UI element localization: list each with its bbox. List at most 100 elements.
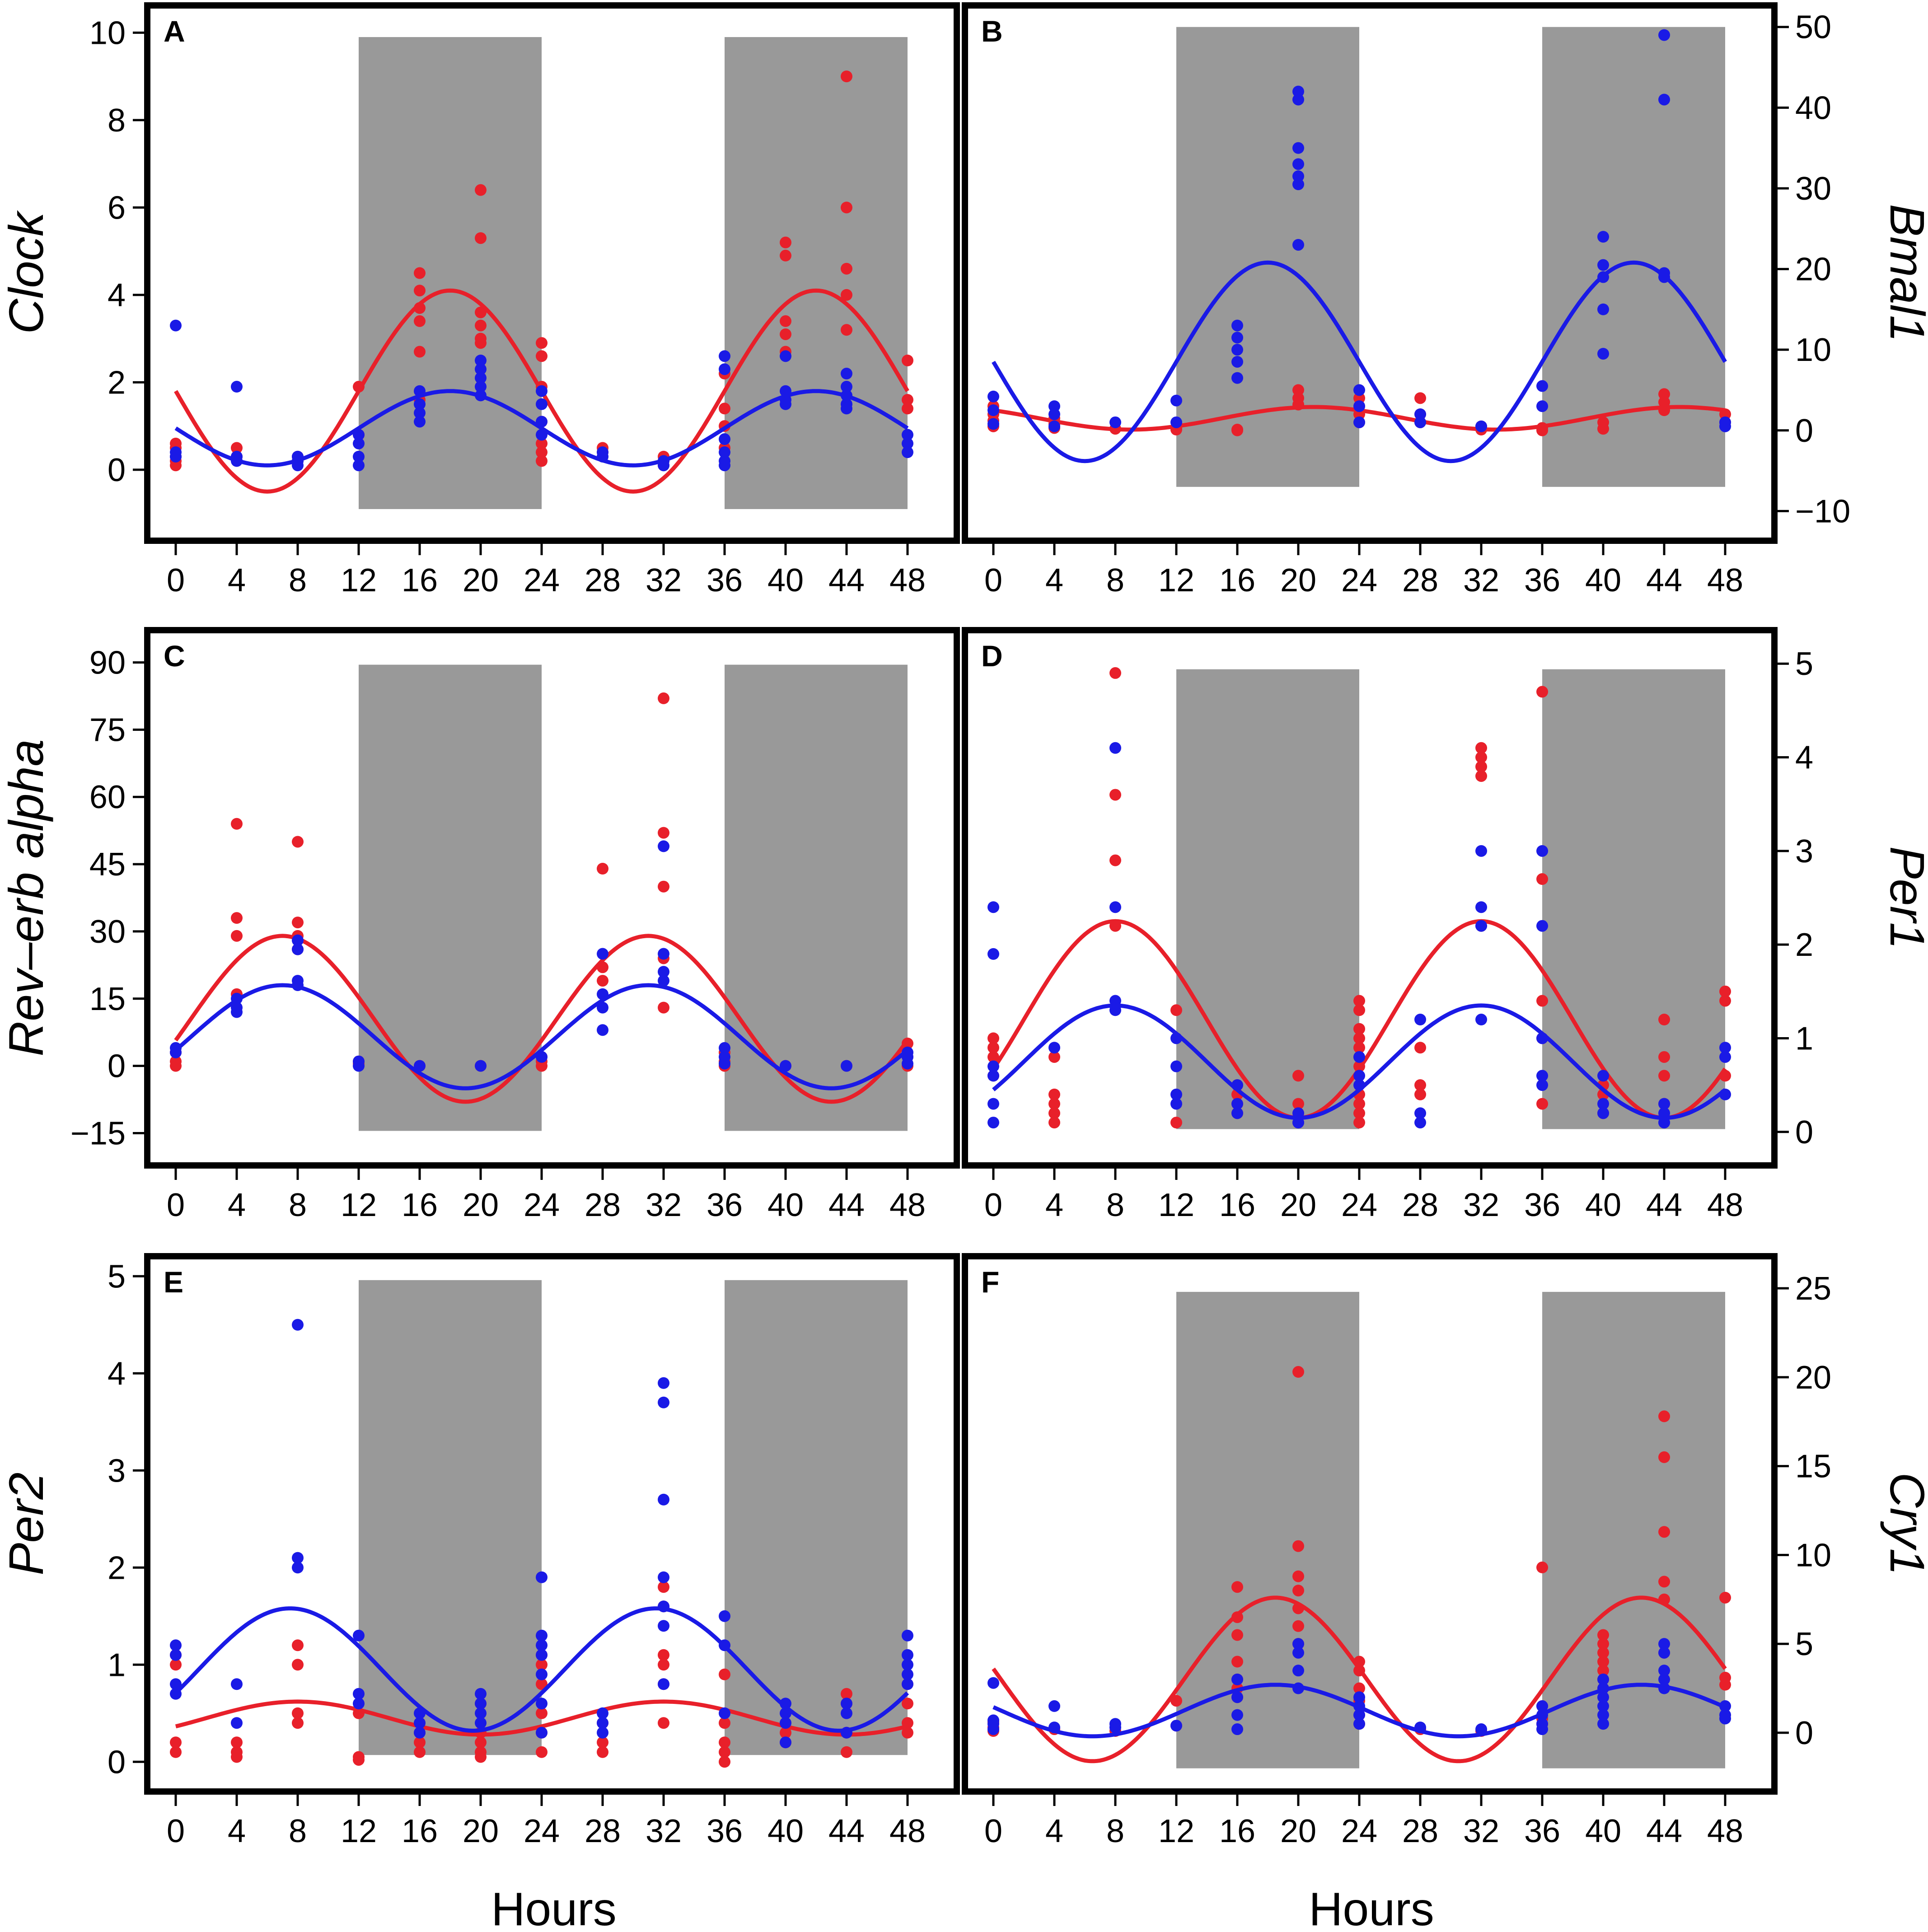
- blue-data-point: [475, 1717, 487, 1729]
- y-axis-title: Per1: [1880, 846, 1928, 949]
- blue-data-point: [1658, 1107, 1670, 1119]
- blue-data-point: [719, 1707, 730, 1719]
- blue-data-point: [1048, 1042, 1060, 1054]
- red-data-point: [231, 818, 243, 830]
- blue-data-point: [1719, 1712, 1731, 1725]
- red-data-point: [475, 319, 487, 332]
- red-data-point: [475, 1736, 487, 1749]
- blue-data-point: [780, 1736, 791, 1749]
- dark-phase-shade: [359, 664, 542, 1131]
- blue-data-point: [987, 1677, 999, 1689]
- panel-frame: [144, 1253, 960, 1795]
- blue-data-point: [597, 988, 608, 1000]
- blue-data-point: [1597, 1718, 1609, 1730]
- red-data-point: [658, 1001, 669, 1014]
- y-axis-title: Clock: [0, 210, 53, 334]
- x-tick-label: 0: [167, 562, 185, 599]
- blue-data-point: [1353, 1700, 1365, 1712]
- x-tick-label: 4: [228, 1813, 246, 1849]
- red-data-point: [902, 1717, 913, 1729]
- dark-phase-shade: [725, 664, 908, 1131]
- y-axis-title: Rev–erb alpha: [0, 739, 53, 1056]
- dark-phase-shade: [1542, 27, 1725, 487]
- blue-data-point: [1658, 29, 1670, 41]
- x-tick-label: 24: [1341, 562, 1377, 599]
- red-data-point: [536, 1746, 548, 1758]
- red-data-point: [1292, 1620, 1304, 1632]
- red-data-point: [170, 459, 182, 472]
- y-tick-label: 20: [1795, 252, 1831, 288]
- blue-data-point: [658, 1377, 669, 1389]
- blue-data-point: [1536, 920, 1548, 932]
- blue-data-point: [1536, 845, 1548, 857]
- blue-data-point: [1231, 1723, 1243, 1736]
- blue-data-point: [658, 966, 669, 978]
- x-tick-label: 44: [1646, 562, 1682, 599]
- dark-phase-shade: [359, 1280, 542, 1755]
- red-data-point: [719, 1717, 730, 1729]
- blue-data-point: [841, 368, 852, 380]
- blue-data-point: [719, 1042, 730, 1054]
- red-data-point: [414, 1746, 426, 1758]
- red-data-point: [475, 184, 487, 196]
- blue-data-point: [902, 1649, 913, 1661]
- x-tick-label: 44: [828, 1813, 865, 1849]
- blue-data-point: [475, 381, 487, 393]
- blue-data-point: [1292, 158, 1304, 170]
- red-data-point: [658, 1649, 669, 1661]
- red-data-point: [536, 455, 548, 467]
- red-data-point: [1658, 1576, 1670, 1588]
- red-data-point: [1658, 1410, 1670, 1422]
- blue-data-point: [1048, 400, 1060, 412]
- red-data-point: [902, 402, 913, 415]
- y-tick-label: 2: [1795, 927, 1813, 963]
- red-data-point: [475, 306, 487, 318]
- red-data-point: [1536, 1561, 1548, 1573]
- blue-data-point: [536, 398, 548, 410]
- x-tick-label: 4: [1045, 1187, 1063, 1223]
- red-data-point: [170, 437, 182, 449]
- red-data-point: [1292, 1585, 1304, 1597]
- red-data-point: [1658, 1451, 1670, 1463]
- blue-data-point: [841, 381, 852, 393]
- blue-data-point: [1414, 1721, 1426, 1734]
- red-data-point: [536, 437, 548, 449]
- blue-data-point: [1109, 742, 1121, 754]
- blue-data-point: [353, 437, 365, 449]
- x-tick-label: 4: [1045, 562, 1063, 599]
- blue-data-point: [475, 363, 487, 375]
- x-tick-label: 8: [1106, 1813, 1124, 1849]
- y-axis-title: Per2: [0, 1472, 53, 1575]
- blue-data-point: [780, 1707, 791, 1719]
- y-tick-label: 0: [108, 1744, 126, 1780]
- blue-data-point: [987, 404, 999, 416]
- red-data-point: [1292, 384, 1304, 396]
- red-data-point: [1536, 686, 1548, 698]
- red-data-point: [1353, 1682, 1365, 1694]
- red-data-point: [536, 446, 548, 458]
- x-tick-label: 48: [889, 1187, 926, 1223]
- red-data-point: [1231, 1656, 1243, 1668]
- red-data-point: [1292, 1366, 1304, 1378]
- red-data-point: [658, 692, 669, 704]
- y-tick-label: 1: [1795, 1020, 1813, 1057]
- blue-data-point: [1597, 231, 1609, 243]
- red-data-point: [536, 1060, 548, 1072]
- blue-data-point: [1536, 380, 1548, 392]
- red-data-point: [902, 1726, 913, 1739]
- x-tick-label: 24: [1341, 1187, 1377, 1223]
- panel-letter: D: [981, 639, 1003, 673]
- red-data-point: [536, 1678, 548, 1690]
- blue-data-point: [902, 446, 913, 458]
- blue-data-point: [536, 1726, 548, 1739]
- red-data-point: [1109, 667, 1121, 679]
- blue-data-point: [987, 1117, 999, 1129]
- x-tick-label: 48: [889, 562, 926, 599]
- blue-data-point: [658, 1493, 669, 1506]
- panel-frame: [144, 627, 960, 1169]
- y-tick-label: 60: [89, 779, 126, 815]
- red-data-point: [231, 1751, 243, 1763]
- red-data-point: [1353, 1004, 1365, 1016]
- x-tick-label: 36: [707, 1813, 743, 1849]
- red-data-point: [536, 350, 548, 362]
